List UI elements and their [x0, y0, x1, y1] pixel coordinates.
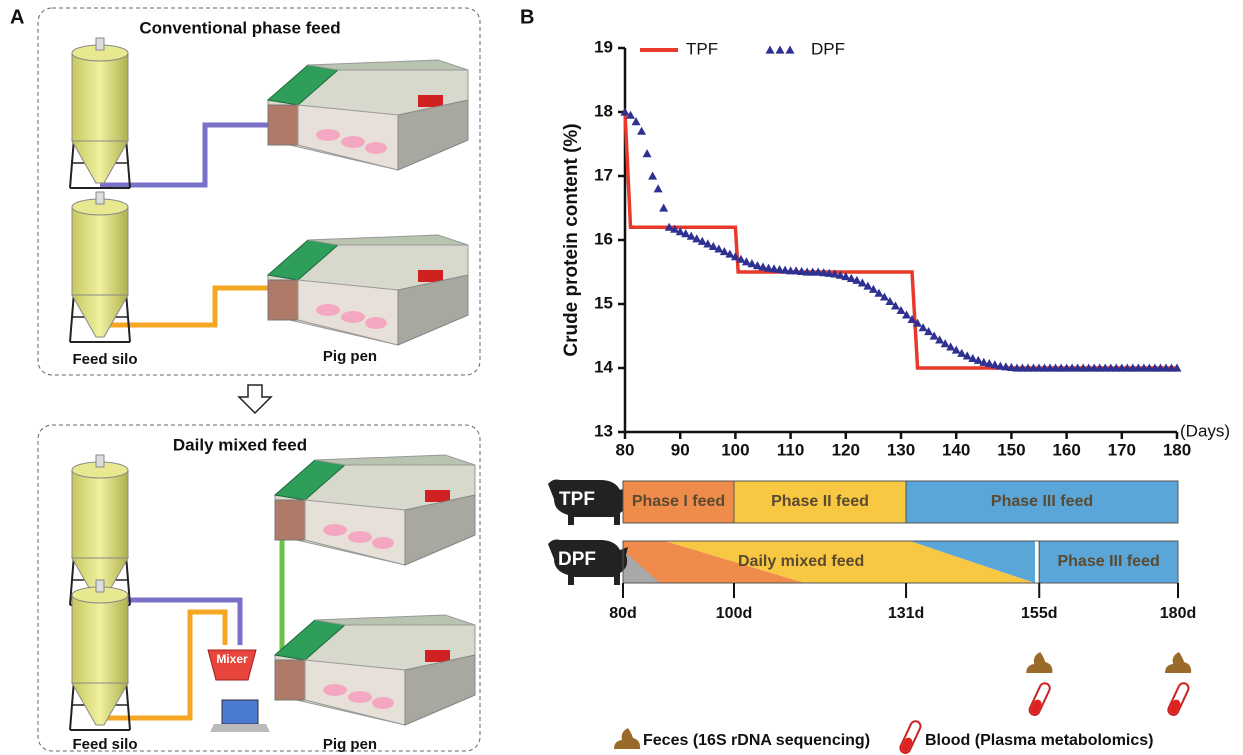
label: Pig pen — [323, 736, 377, 753]
segment-label: Phase II feed — [771, 493, 869, 510]
section-title: Conventional phase feed — [139, 18, 340, 37]
blood-icon — [1167, 682, 1190, 717]
x-tick-label: 180 — [1163, 440, 1191, 459]
page: A Conventional phase feed Feed silo Pig … — [0, 0, 1243, 755]
row-label: TPF — [559, 489, 595, 510]
segment-label: Phase I feed — [632, 493, 725, 510]
panel-label: A — [10, 6, 24, 28]
section-title: Daily mixed feed — [173, 435, 307, 454]
x-tick-label: 160 — [1052, 440, 1080, 459]
y-tick-label: 16 — [594, 229, 613, 248]
data-point — [643, 149, 652, 157]
laptop — [222, 700, 258, 724]
barn — [268, 60, 468, 170]
y-tick-label: 14 — [594, 357, 613, 376]
barn — [275, 615, 475, 725]
timeline-tick-label: 155d — [1021, 605, 1057, 622]
y-tick-label: 18 — [594, 101, 613, 120]
feces-icon — [614, 728, 640, 749]
legend-marker — [776, 46, 785, 54]
legend-marker — [766, 46, 775, 54]
data-point — [659, 204, 668, 212]
y-axis-label: Crude protein content (%) — [561, 123, 582, 356]
blood-icon — [899, 720, 922, 755]
timeline-tick-label: 131d — [888, 605, 924, 622]
label: Mixer — [216, 652, 248, 666]
x-tick-label: 170 — [1108, 440, 1136, 459]
x-tick-label: 80 — [616, 440, 635, 459]
label: Feed silo — [72, 351, 137, 368]
figure: A Conventional phase feed Feed silo Pig … — [0, 0, 1243, 755]
segment-label: Phase III feed — [991, 493, 1093, 510]
feces-icon — [1026, 652, 1052, 673]
barn — [275, 455, 475, 565]
timeline-tick-label: 180d — [1160, 605, 1196, 622]
data-point — [648, 172, 657, 180]
data-point — [654, 184, 663, 192]
y-tick-label: 19 — [594, 37, 613, 56]
silo — [70, 192, 130, 342]
segment-label: Phase III feed — [1057, 553, 1159, 570]
legend-marker — [786, 46, 795, 54]
x-tick-label: 130 — [887, 440, 915, 459]
x-axis-label: (Days) — [1180, 421, 1230, 440]
x-tick-label: 90 — [671, 440, 690, 459]
timeline-tick-label: 100d — [716, 605, 752, 622]
laptop — [210, 724, 270, 732]
y-tick-label: 17 — [594, 165, 613, 184]
timeline-tick-label: 80d — [609, 605, 637, 622]
data-point — [637, 127, 646, 135]
x-tick-label: 110 — [777, 440, 804, 459]
barn — [268, 235, 468, 345]
legend-label: Feces (16S rDNA sequencing) — [643, 732, 870, 749]
x-tick-label: 100 — [721, 440, 749, 459]
x-tick-label: 150 — [997, 440, 1025, 459]
x-tick-label: 120 — [832, 440, 860, 459]
y-tick-label: 15 — [594, 293, 613, 312]
arrow — [239, 385, 271, 413]
legend-label: DPF — [811, 39, 845, 58]
blood-icon — [1028, 682, 1051, 717]
y-tick-label: 13 — [594, 421, 613, 440]
row-label: DPF — [558, 549, 596, 570]
x-tick-label: 140 — [942, 440, 970, 459]
segment-label: Daily mixed feed — [738, 553, 864, 570]
label: Feed silo — [72, 736, 137, 753]
silo — [70, 580, 130, 730]
legend-label: TPF — [686, 39, 718, 58]
silo — [70, 38, 130, 188]
panel-label: B — [520, 6, 534, 28]
label: Pig pen — [323, 348, 377, 365]
feces-icon — [1165, 652, 1191, 673]
legend-label: Blood (Plasma metabolomics) — [925, 732, 1154, 749]
